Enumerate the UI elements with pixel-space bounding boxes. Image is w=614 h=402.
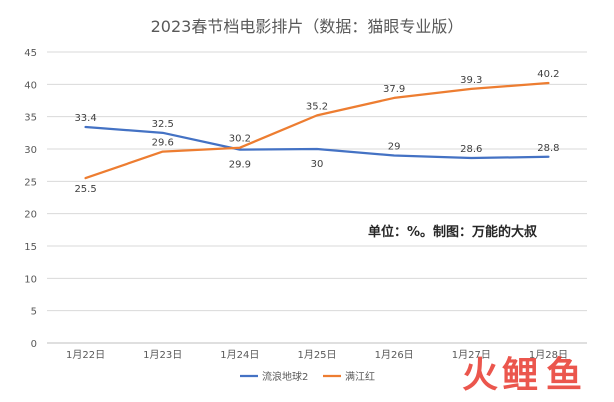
watermark-char: 火 bbox=[461, 355, 498, 396]
y-tick-label: 20 bbox=[24, 210, 37, 221]
x-tick-label: 1月26日 bbox=[375, 349, 414, 361]
y-tick-label: 10 bbox=[24, 274, 37, 285]
chart-title: 2023春节档电影排片（数据：猫眼专业版） bbox=[151, 17, 464, 36]
data-label: 29.6 bbox=[152, 138, 174, 149]
y-tick-label: 15 bbox=[24, 242, 37, 253]
data-label: 29.9 bbox=[229, 160, 251, 171]
data-label: 37.9 bbox=[383, 84, 405, 95]
y-tick-label: 0 bbox=[31, 339, 37, 350]
y-tick-label: 5 bbox=[31, 307, 37, 318]
legend-label: 流浪地球2 bbox=[262, 370, 308, 383]
x-tick-label: 1月23日 bbox=[143, 349, 182, 361]
data-label: 28.8 bbox=[537, 143, 559, 154]
watermark-char: 鲤 bbox=[501, 355, 538, 396]
y-tick-label: 25 bbox=[24, 177, 37, 188]
y-tick-label: 45 bbox=[24, 48, 37, 59]
data-label: 30.2 bbox=[229, 134, 251, 145]
x-tick-label: 1月28日 bbox=[529, 349, 568, 361]
x-tick-label: 1月24日 bbox=[220, 349, 259, 361]
data-label: 39.3 bbox=[460, 75, 482, 86]
legend-label: 满江红 bbox=[345, 370, 375, 383]
data-label: 40.2 bbox=[537, 69, 559, 80]
y-tick-label: 40 bbox=[24, 80, 37, 91]
y-tick-label: 30 bbox=[24, 145, 37, 156]
data-label: 29 bbox=[388, 141, 401, 152]
x-tick-label: 1月22日 bbox=[66, 349, 105, 361]
data-label: 32.5 bbox=[152, 119, 174, 130]
data-label: 28.6 bbox=[460, 144, 482, 155]
series-line-0 bbox=[84, 125, 550, 160]
watermark-char: 鱼 bbox=[545, 355, 582, 396]
chart-annotation: 单位：%。制图：万能的大叔 bbox=[368, 224, 538, 240]
y-tick-label: 35 bbox=[24, 113, 37, 124]
data-label: 30 bbox=[311, 159, 324, 170]
data-label: 25.5 bbox=[74, 184, 96, 195]
x-tick-label: 1月25日 bbox=[297, 349, 336, 361]
series-line-1 bbox=[84, 81, 550, 180]
data-label: 33.4 bbox=[74, 113, 96, 124]
data-label: 35.2 bbox=[306, 101, 328, 112]
x-tick-label: 1月27日 bbox=[452, 349, 491, 361]
